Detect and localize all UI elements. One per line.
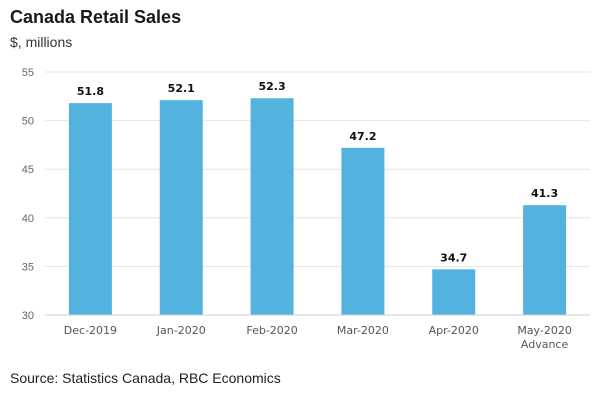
chart-subtitle: $, millions [10,34,73,50]
x-tick-label: Mar-2020 [337,324,389,337]
data-label: 52.3 [259,80,286,93]
y-tick-label: 40 [22,213,34,225]
x-tick-label: Dec-2019 [64,324,117,337]
bar-apr-2020 [432,269,476,315]
bar-may-2020 [523,205,567,315]
data-label: 52.1 [168,82,195,95]
data-labels: 51.8 52.1 52.3 47.2 34.7 41.3 [77,80,558,264]
data-label: 41.3 [531,187,558,200]
x-axis: Dec-2019 Jan-2020 Feb-2020 Mar-2020 Apr-2020… [64,324,572,351]
bars [68,98,567,315]
chart-title: Canada Retail Sales [10,7,182,27]
y-tick-label: 35 [22,261,34,273]
chart-source: Source: Statistics Canada, RBC Economics [10,370,281,386]
y-axis: 30 35 40 45 50 55 [22,67,34,322]
bar-feb-2020 [250,98,294,315]
y-tick-label: 45 [22,164,34,176]
x-tick-label: Feb-2020 [246,324,297,337]
bar-jan-2020 [159,100,203,315]
x-tick-sublabel: Advance [521,338,569,351]
x-tick-label: Jan-2020 [156,324,206,337]
bar-dec-2019 [68,103,112,315]
data-label: 47.2 [349,130,376,143]
x-tick-label: May-2020 [517,324,572,337]
y-tick-label: 30 [22,310,34,322]
bar-mar-2020 [341,147,385,315]
data-label: 34.7 [440,251,467,264]
x-tick-label: Apr-2020 [429,324,479,337]
y-tick-label: 50 [22,116,34,128]
y-tick-label: 55 [22,67,34,79]
gridlines [45,71,590,267]
data-label: 51.8 [77,85,104,98]
